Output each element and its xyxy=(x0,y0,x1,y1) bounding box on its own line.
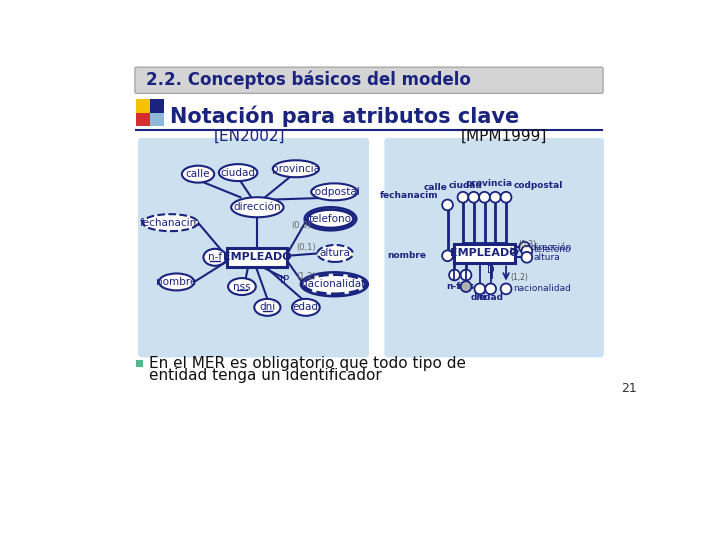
Ellipse shape xyxy=(143,214,198,231)
Text: provincia: provincia xyxy=(272,164,320,174)
Bar xyxy=(137,99,150,112)
Text: telefono: telefono xyxy=(534,245,571,254)
Ellipse shape xyxy=(231,197,284,217)
Ellipse shape xyxy=(254,299,281,316)
Text: dirección: dirección xyxy=(531,243,572,252)
Text: edad: edad xyxy=(478,293,503,302)
Text: EMPLEADO: EMPLEADO xyxy=(223,252,292,262)
Bar xyxy=(150,112,164,126)
FancyBboxPatch shape xyxy=(138,138,369,357)
Text: 21: 21 xyxy=(621,382,637,395)
Text: calle: calle xyxy=(423,184,448,192)
Circle shape xyxy=(519,242,530,253)
Text: (1,2): (1,2) xyxy=(510,273,528,282)
Text: (1,2): (1,2) xyxy=(296,272,315,281)
Text: dirección: dirección xyxy=(233,202,282,212)
Ellipse shape xyxy=(307,210,354,228)
Circle shape xyxy=(521,252,532,262)
Circle shape xyxy=(474,284,485,294)
Bar xyxy=(137,360,143,367)
Text: altura: altura xyxy=(534,253,561,262)
Text: provincia: provincia xyxy=(465,179,512,188)
Text: edad: edad xyxy=(293,302,319,312)
Text: fechanacim: fechanacim xyxy=(140,218,201,228)
Circle shape xyxy=(461,269,472,280)
Text: ciudad: ciudad xyxy=(449,181,482,190)
Circle shape xyxy=(461,281,472,292)
Ellipse shape xyxy=(304,275,365,294)
Text: (0,1): (0,1) xyxy=(296,242,315,252)
Text: nss: nss xyxy=(233,281,251,292)
Ellipse shape xyxy=(292,299,320,316)
Text: EMPLEADO: EMPLEADO xyxy=(450,248,519,259)
Circle shape xyxy=(442,251,453,261)
Text: ciudad: ciudad xyxy=(220,167,256,178)
Circle shape xyxy=(485,284,496,294)
Text: [MPM1999]: [MPM1999] xyxy=(461,129,547,144)
Circle shape xyxy=(479,192,490,202)
FancyBboxPatch shape xyxy=(384,138,604,357)
Text: n-f: n-f xyxy=(446,282,460,291)
Circle shape xyxy=(468,192,479,202)
Text: (0,3): (0,3) xyxy=(292,221,311,230)
Text: [EN2002]: [EN2002] xyxy=(214,129,285,144)
Text: nss: nss xyxy=(457,282,474,291)
Text: dni: dni xyxy=(470,293,486,302)
Text: calle: calle xyxy=(186,169,210,179)
Circle shape xyxy=(449,269,460,280)
Bar xyxy=(150,99,164,112)
Text: entidad tenga un identificador: entidad tenga un identificador xyxy=(149,368,382,383)
FancyBboxPatch shape xyxy=(228,248,287,267)
Ellipse shape xyxy=(273,160,319,177)
FancyBboxPatch shape xyxy=(454,244,515,263)
Circle shape xyxy=(500,284,511,294)
Text: D: D xyxy=(487,266,495,275)
Circle shape xyxy=(457,192,468,202)
Text: altura: altura xyxy=(320,248,351,259)
Text: telefono: telefono xyxy=(309,214,352,224)
Text: Notación para atributos clave: Notación para atributos clave xyxy=(171,106,520,127)
Circle shape xyxy=(500,192,511,202)
Text: nombre: nombre xyxy=(388,251,427,260)
Ellipse shape xyxy=(159,273,194,291)
Text: En el MER es obligatorio que todo tipo de: En el MER es obligatorio que todo tipo d… xyxy=(149,356,466,371)
Circle shape xyxy=(442,200,453,210)
Ellipse shape xyxy=(219,164,257,181)
Bar xyxy=(137,112,150,126)
Ellipse shape xyxy=(182,166,215,183)
Text: n-f: n-f xyxy=(208,252,222,262)
Text: IP: IP xyxy=(279,275,289,285)
Text: dni: dni xyxy=(259,302,276,312)
FancyBboxPatch shape xyxy=(135,67,603,93)
Ellipse shape xyxy=(228,278,256,295)
Text: nacionalidad: nacionalidad xyxy=(301,279,368,289)
Text: fechanacim: fechanacim xyxy=(379,191,438,200)
Text: nombre: nombre xyxy=(156,277,197,287)
Text: (0,3): (0,3) xyxy=(518,240,536,248)
Ellipse shape xyxy=(318,245,353,262)
Circle shape xyxy=(490,192,500,202)
Text: nacionalidad: nacionalidad xyxy=(513,285,571,293)
Text: codpostal: codpostal xyxy=(514,181,563,190)
Text: codpostal: codpostal xyxy=(309,187,360,197)
Ellipse shape xyxy=(204,249,227,266)
Text: 2.2. Conceptos básicos del modelo: 2.2. Conceptos básicos del modelo xyxy=(145,71,471,90)
Circle shape xyxy=(521,246,532,256)
Ellipse shape xyxy=(311,184,357,200)
